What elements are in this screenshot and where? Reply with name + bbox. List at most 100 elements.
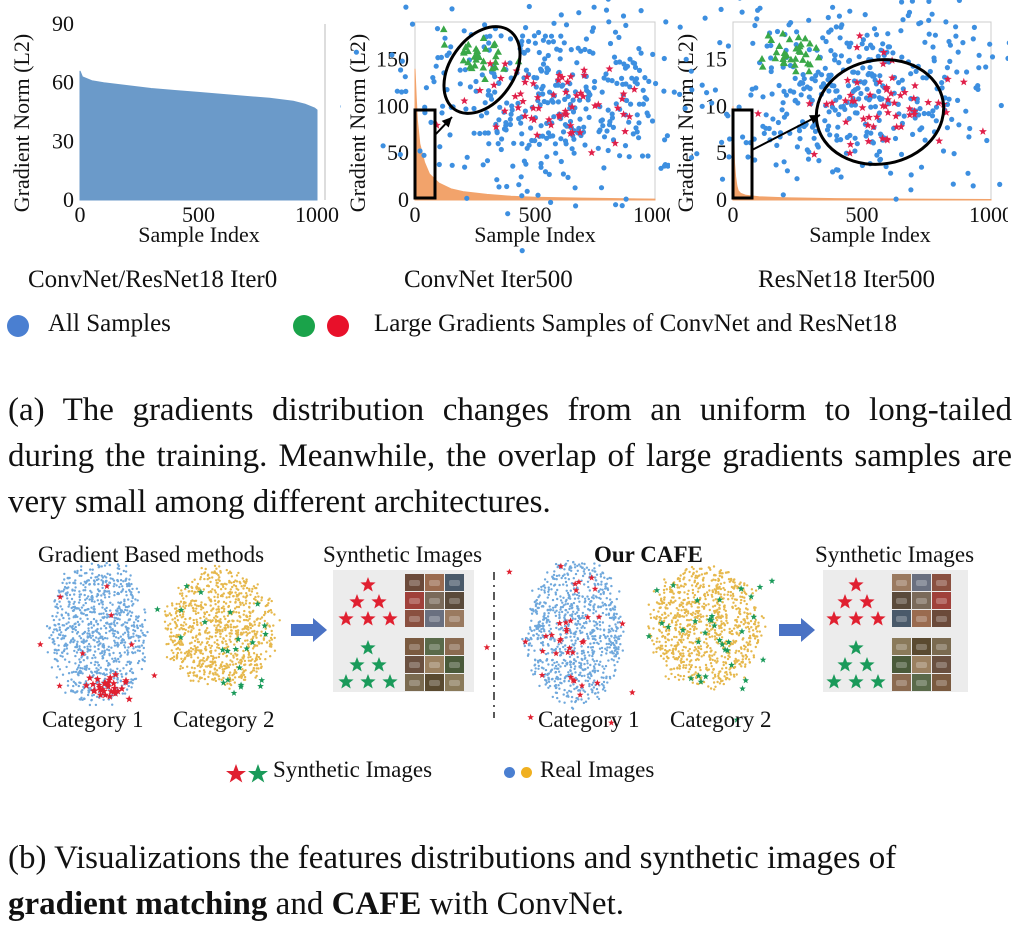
real-point-category-1	[578, 629, 582, 632]
scatter-point-all	[850, 69, 856, 75]
scatter-point-resnet-large	[630, 85, 639, 93]
real-point-category-2	[206, 627, 209, 630]
real-point-category-2	[206, 640, 209, 644]
real-point-category-1	[619, 615, 622, 618]
scatter-point-convnet-large	[792, 67, 800, 75]
real-point-category-2	[237, 611, 241, 614]
real-point-category-2	[705, 571, 708, 575]
real-point-category-2	[252, 585, 256, 588]
real-point-category-1	[98, 612, 101, 616]
real-point-category-2	[169, 628, 173, 631]
real-point-category-2	[712, 667, 715, 671]
real-point-category-1	[141, 652, 145, 655]
real-point-category-1	[144, 611, 147, 614]
synthetic-image-tile-category-2	[425, 674, 444, 691]
scatter-point-all	[900, 17, 906, 23]
real-point-category-1	[113, 629, 117, 633]
real-point-category-2	[196, 640, 200, 644]
real-point-category-1	[121, 588, 125, 591]
scatter-point-all	[953, 24, 959, 30]
real-point-category-1	[108, 581, 111, 584]
scatter-point-all	[515, 100, 521, 106]
real-point-category-1	[109, 577, 112, 580]
real-point-category-2	[196, 656, 200, 659]
real-point-category-1	[567, 673, 571, 677]
real-point-category-1	[128, 588, 131, 592]
synthetic-image-tile-category-1-detail	[449, 580, 460, 586]
scatter-point-all	[380, 143, 386, 149]
feature-star-category-2	[697, 678, 705, 685]
real-point-category-1	[107, 590, 111, 593]
real-point-category-2	[182, 624, 185, 627]
real-point-category-2	[187, 630, 190, 633]
real-point-category-1	[563, 688, 566, 692]
scatter-point-all	[913, 68, 919, 74]
scatter-point-resnet-large	[843, 76, 852, 84]
real-point-category-2	[694, 576, 697, 579]
synthetic-image-tile-category-2	[425, 656, 444, 673]
real-point-category-1	[113, 677, 116, 680]
real-point-category-1	[607, 612, 611, 615]
real-point-category-2	[241, 577, 244, 580]
real-point-category-2	[197, 680, 200, 683]
real-point-category-1	[615, 629, 618, 633]
real-point-category-1	[82, 639, 85, 642]
real-point-category-1	[106, 648, 109, 651]
real-point-category-1	[618, 590, 621, 593]
scatter-point-resnet-large	[613, 103, 622, 112]
scatter-point-all	[809, 124, 816, 130]
scatter-point-all	[954, 69, 960, 75]
real-point-category-2	[237, 633, 240, 636]
scatter-point-all	[622, 143, 629, 149]
real-point-category-2	[217, 600, 220, 603]
real-point-category-2	[699, 620, 703, 623]
real-point-category-2	[714, 578, 717, 582]
real-point-category-2	[190, 650, 193, 653]
scatter-point-all	[918, 164, 925, 170]
real-point-category-1	[124, 608, 127, 612]
real-point-category-2	[719, 624, 722, 627]
real-point-category-2	[242, 587, 245, 590]
real-point-category-1	[105, 613, 109, 616]
synthetic-image-tile-category-1	[932, 592, 951, 609]
real-point-category-1	[122, 623, 125, 626]
real-point-category-2	[234, 585, 238, 588]
scatter-point-all	[830, 4, 836, 10]
real-point-category-2	[245, 627, 248, 630]
real-point-category-1	[605, 587, 608, 590]
real-point-category-1	[74, 586, 77, 589]
real-point-category-2	[689, 603, 693, 606]
real-point-category-2	[242, 654, 245, 657]
real-point-category-1	[114, 636, 118, 639]
x-tick-label: 0	[75, 202, 86, 227]
scatter-point-all	[932, 32, 938, 38]
scatter-point-all	[694, 151, 700, 157]
real-point-category-1	[129, 593, 133, 596]
real-point-category-2	[742, 623, 745, 626]
real-point-category-1	[580, 562, 584, 565]
real-point-category-2	[218, 652, 221, 656]
real-point-category-2	[652, 627, 655, 630]
real-point-category-2	[670, 672, 673, 676]
caption-b-middle: and	[267, 886, 332, 922]
feature-star-category-2	[724, 647, 731, 654]
real-point-category-1	[141, 658, 144, 661]
real-point-category-2	[251, 610, 254, 613]
real-point-category-1	[56, 629, 59, 632]
real-point-category-2	[211, 655, 215, 658]
real-point-category-1	[569, 589, 572, 592]
real-point-category-2	[672, 596, 675, 599]
real-point-category-1	[89, 687, 92, 690]
scatter-point-all	[394, 88, 400, 94]
scatter-point-all	[639, 153, 646, 159]
real-point-category-1	[587, 568, 591, 572]
real-point-category-2	[252, 597, 256, 601]
real-point-category-1	[574, 612, 577, 616]
real-point-category-2	[262, 638, 266, 641]
real-point-category-2	[216, 628, 219, 632]
scatter-point-all	[805, 156, 812, 162]
real-point-category-1	[101, 586, 104, 590]
real-point-category-2	[200, 573, 203, 576]
real-point-category-2	[751, 629, 755, 632]
real-point-category-1	[141, 623, 144, 626]
